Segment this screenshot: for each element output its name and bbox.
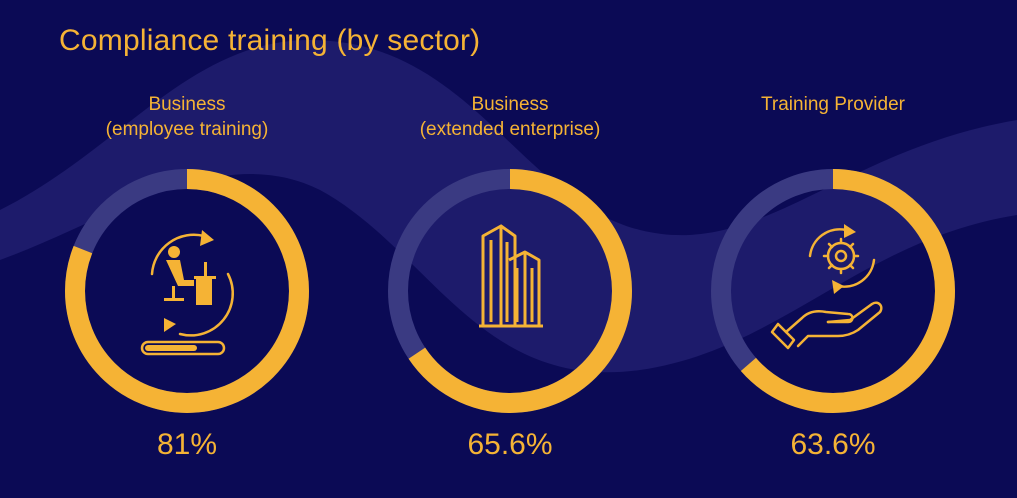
sector-panel-training-provider: Training Provider 6	[698, 92, 968, 482]
donut-chart	[65, 169, 309, 413]
sector-label: Business (extended enterprise)	[375, 92, 645, 142]
donut-chart	[388, 169, 632, 413]
sector-label-line: Business	[148, 94, 226, 115]
percent-value: 63.6%	[790, 428, 876, 461]
sector-panel-employee-training: Business (employee training)	[52, 92, 322, 482]
percent-value: 81%	[156, 428, 218, 461]
donut-value-arc	[65, 169, 309, 413]
percent-value: 65.6%	[467, 428, 553, 461]
sector-panel-extended-enterprise: Business (extended enterprise)	[375, 92, 645, 482]
sector-label-line: Business	[471, 94, 549, 115]
donut-value-arc	[711, 169, 955, 413]
hand-holding-gear-icon	[698, 156, 968, 426]
chart-title: Compliance training (by sector)	[59, 24, 481, 57]
sector-label-line: (extended enterprise)	[419, 119, 601, 140]
donut-chart	[711, 169, 955, 413]
donut-value-arc	[388, 169, 632, 413]
office-buildings-icon	[375, 156, 645, 426]
sector-label: Training Provider	[698, 92, 968, 117]
sector-label-line: Training Provider	[761, 94, 905, 115]
sector-label-line: (employee training)	[105, 119, 269, 140]
sector-label: Business (employee training)	[52, 92, 322, 142]
person-at-desk-icon	[52, 156, 322, 426]
